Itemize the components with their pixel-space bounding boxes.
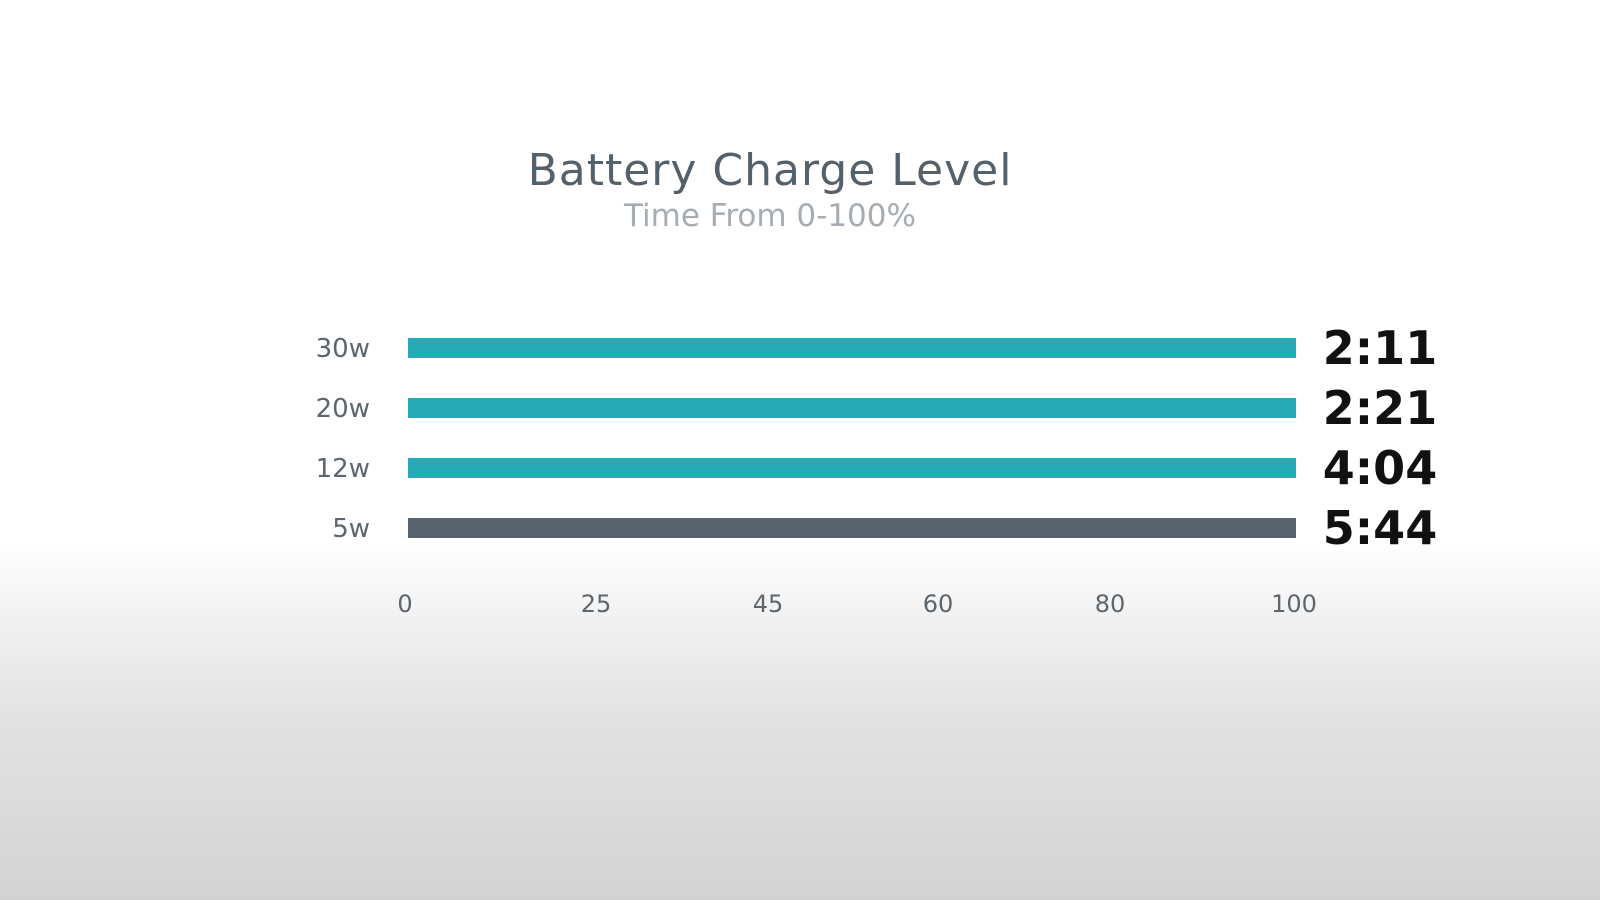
x-tick-label: 25: [581, 590, 612, 618]
bar: [408, 338, 1296, 358]
x-tick-label: 60: [923, 590, 954, 618]
data-label: 5:44: [1323, 501, 1437, 555]
data-label: 2:21: [1323, 381, 1437, 435]
bar: [408, 458, 1296, 478]
x-tick-label: 80: [1095, 590, 1126, 618]
chart-subtitle: Time From 0-100%: [624, 198, 916, 234]
x-tick-label: 0: [397, 590, 412, 618]
category-label: 20w: [316, 394, 370, 424]
category-label: 30w: [316, 334, 370, 364]
chart-title: Battery Charge Level: [527, 145, 1013, 196]
bar: [408, 398, 1296, 418]
data-label: 2:11: [1323, 321, 1437, 375]
category-label: 5w: [332, 514, 370, 544]
x-tick-label: 100: [1271, 590, 1317, 618]
data-label: 4:04: [1323, 441, 1437, 495]
bar: [408, 518, 1296, 538]
x-tick-label: 45: [753, 590, 784, 618]
category-label: 12w: [316, 454, 370, 484]
